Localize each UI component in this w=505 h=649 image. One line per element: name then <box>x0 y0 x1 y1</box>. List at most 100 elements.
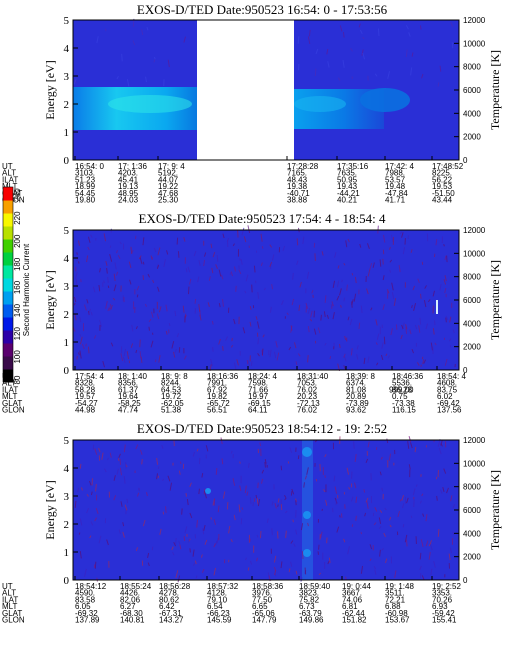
noise-speck <box>116 75 119 80</box>
noise-speck <box>290 325 293 333</box>
panel-1-band-tail <box>360 88 410 112</box>
noise-speck <box>119 241 122 245</box>
noise-speck <box>139 351 142 359</box>
orbit-row-label: MLT <box>2 602 18 611</box>
noise-speck <box>419 25 422 30</box>
noise-speck <box>271 284 273 290</box>
noise-speck <box>117 255 121 259</box>
noise-speck <box>241 227 245 236</box>
noise-speck <box>398 264 401 273</box>
noise-speck <box>418 325 421 333</box>
noise-speck <box>269 261 273 267</box>
noise-speck <box>349 318 353 326</box>
noise-speck <box>407 441 410 449</box>
noise-speck <box>378 517 382 524</box>
noise-speck <box>343 365 346 370</box>
panel-2-y2label: Temperature [K] <box>488 260 502 340</box>
orbit-cell: 19: 1:48 <box>385 582 414 591</box>
colorbar-tick-label: 160 <box>13 280 22 294</box>
orbit-cell: 71.66 <box>248 385 269 394</box>
noise-speck <box>158 306 162 313</box>
noise-speck <box>444 275 447 282</box>
noise-speck <box>320 314 322 321</box>
noise-speck <box>79 518 83 526</box>
orbit-cell: 43.44 <box>432 196 453 205</box>
orbit-cell: -62.44 <box>342 609 365 618</box>
colorbar-swatch <box>3 265 13 279</box>
noise-speck <box>132 40 136 46</box>
noise-speck <box>76 252 78 255</box>
noise-speck <box>194 298 197 304</box>
noise-speck <box>163 259 166 267</box>
noise-speck <box>307 355 309 363</box>
noise-speck <box>230 344 234 348</box>
orbit-cell: 18:24: 4 <box>248 372 277 381</box>
orbit-cell: 17:28:28 <box>287 162 319 171</box>
orbit-cell: 19.13 <box>118 182 139 191</box>
noise-speck <box>216 537 219 544</box>
noise-speck <box>80 487 83 491</box>
noise-speck <box>367 356 370 363</box>
noise-speck <box>184 314 187 318</box>
orbit-row-label: ALT <box>2 169 16 178</box>
panel-1-title: EXOS-D/TED Date:950523 16:54: 0 - 17:53:… <box>137 2 388 17</box>
noise-speck <box>73 78 77 85</box>
noise-speck <box>262 334 265 338</box>
noise-speck <box>314 68 317 77</box>
orbit-cell: 83.58 <box>75 595 96 604</box>
noise-speck <box>256 534 259 538</box>
noise-speck <box>269 244 273 248</box>
noise-speck <box>196 520 198 528</box>
noise-speck <box>236 359 239 366</box>
noise-speck <box>333 475 336 482</box>
noise-speck <box>332 312 335 320</box>
noise-speck <box>438 447 442 455</box>
panel-3-y2label: Temperature [K] <box>488 470 502 550</box>
noise-speck <box>196 448 199 452</box>
noise-speck <box>373 522 377 526</box>
ytick-label: 2 <box>64 309 70 321</box>
noise-speck <box>198 304 201 312</box>
noise-speck <box>218 269 222 277</box>
panel-3-blob <box>205 488 211 494</box>
noise-speck <box>347 546 350 555</box>
noise-speck <box>379 471 382 476</box>
noise-speck <box>409 329 412 335</box>
orbit-cell: 70.26 <box>432 595 453 604</box>
y2tick-label: 4000 <box>463 529 481 538</box>
noise-speck <box>189 512 193 519</box>
noise-speck <box>124 504 128 511</box>
y2tick-label: 12000 <box>463 436 486 445</box>
noise-speck <box>238 504 241 513</box>
noise-speck <box>218 303 221 308</box>
noise-speck <box>350 47 353 52</box>
orbit-cell: 19.43 <box>337 182 358 191</box>
noise-speck <box>205 445 209 452</box>
noise-speck <box>95 507 99 514</box>
y2tick-label: 0 <box>463 366 468 375</box>
panel-2-background <box>73 230 459 370</box>
noise-speck <box>317 327 321 334</box>
orbit-cell: 75.82 <box>299 595 320 604</box>
noise-speck <box>379 510 383 514</box>
noise-speck <box>373 566 376 570</box>
noise-speck <box>144 303 147 307</box>
noise-speck <box>168 322 171 327</box>
noise-speck <box>298 304 301 311</box>
ytick-label: 0 <box>64 575 70 587</box>
noise-speck <box>376 333 380 340</box>
noise-speck <box>379 549 381 557</box>
noise-speck <box>115 271 119 276</box>
noise-speck <box>311 289 314 294</box>
noise-speck <box>74 500 77 508</box>
noise-speck <box>77 487 80 493</box>
noise-speck <box>343 353 346 358</box>
noise-speck <box>109 304 112 311</box>
orbit-cell: 41.71 <box>385 196 406 205</box>
orbit-cell: 8356. <box>118 379 138 388</box>
noise-speck <box>122 531 125 538</box>
orbit-cell: 19.53 <box>432 182 453 191</box>
y2tick-label: 4000 <box>463 109 481 118</box>
noise-speck <box>380 456 383 460</box>
panel-1-orbit-table: UTALTILATMLTGLATGLON16:54: 03103.51.2318… <box>2 162 464 205</box>
